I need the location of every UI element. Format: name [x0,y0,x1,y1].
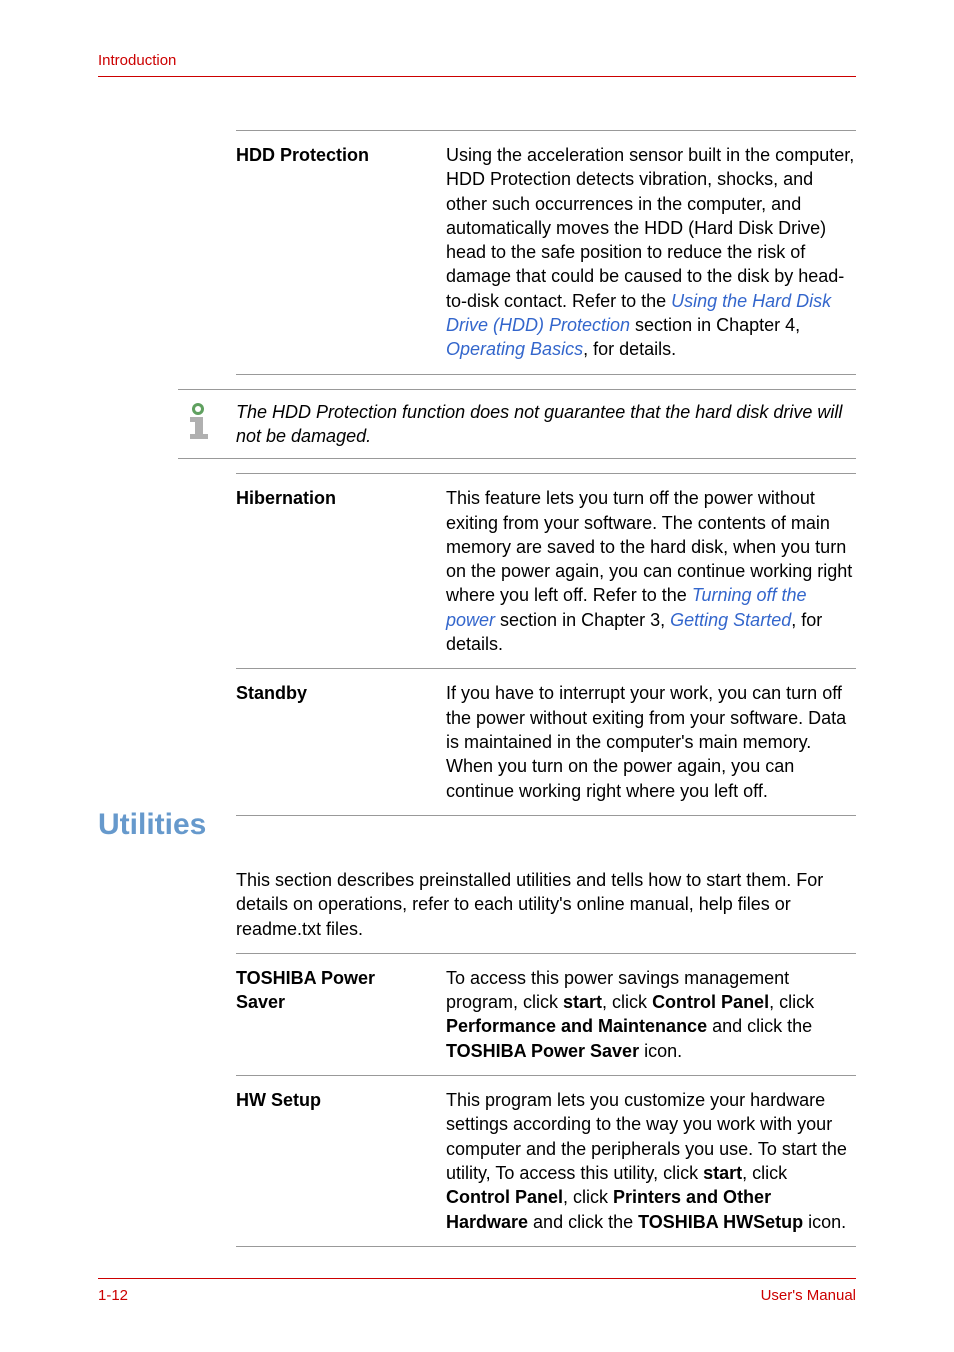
text: TOSHIBA Power Saver [446,1041,639,1061]
text: icon. [639,1041,682,1061]
hdd-desc: Using the acceleration sensor built in t… [446,131,856,375]
info-icon [178,400,218,440]
hw-setup-desc: This program lets you customize your har… [446,1076,856,1247]
text: Performance and Maintenance [446,1016,707,1036]
standby-term: Standby [236,669,446,815]
text: , click [602,992,652,1012]
utilities-intro: This section describes preinstalled util… [236,868,856,941]
hdd-term: HDD Protection [236,131,446,375]
page-number: 1-12 [98,1287,128,1304]
note-text: The HDD Protection function does not gua… [236,400,856,449]
power-saver-desc: To access this power savings management … [446,953,856,1075]
text: , click [742,1163,787,1183]
text: Control Panel [446,1187,563,1207]
text: section in Chapter 4, [630,315,800,335]
running-header: Introduction [98,52,176,69]
standby-desc: If you have to interrupt your work, you … [446,669,856,815]
hw-setup-term: HW Setup [236,1076,446,1247]
text: Control Panel [652,992,769,1012]
hibernation-term: Hibernation [236,474,446,669]
hibernation-desc: This feature lets you turn off the power… [446,474,856,669]
text: start [703,1163,742,1183]
utilities-heading: Utilities [98,808,206,842]
utilities-table: TOSHIBA Power Saver To access this power… [236,953,856,1247]
text: icon. [803,1212,846,1232]
text: , click [563,1187,613,1207]
text: and click the [707,1016,812,1036]
note-callout: The HDD Protection function does not gua… [178,389,856,460]
text: and click the [528,1212,638,1232]
manual-title: User's Manual [761,1287,856,1304]
header-rule [98,76,856,77]
text: Using the acceleration sensor built in t… [446,145,854,311]
text: start [563,992,602,1012]
text: section in Chapter 3, [495,610,670,630]
power-saver-term: TOSHIBA Power Saver [236,953,446,1075]
feature-table-2: Hibernation This feature lets you turn o… [236,473,856,816]
text: , for details. [583,339,676,359]
hdd-link-2[interactable]: Operating Basics [446,339,583,359]
text: TOSHIBA HWSetup [638,1212,803,1232]
page-footer: 1-12 User's Manual [98,1278,856,1304]
hibernation-link-2[interactable]: Getting Started [670,610,791,630]
text: , click [769,992,814,1012]
feature-table-1: HDD Protection Using the acceleration se… [236,130,856,375]
